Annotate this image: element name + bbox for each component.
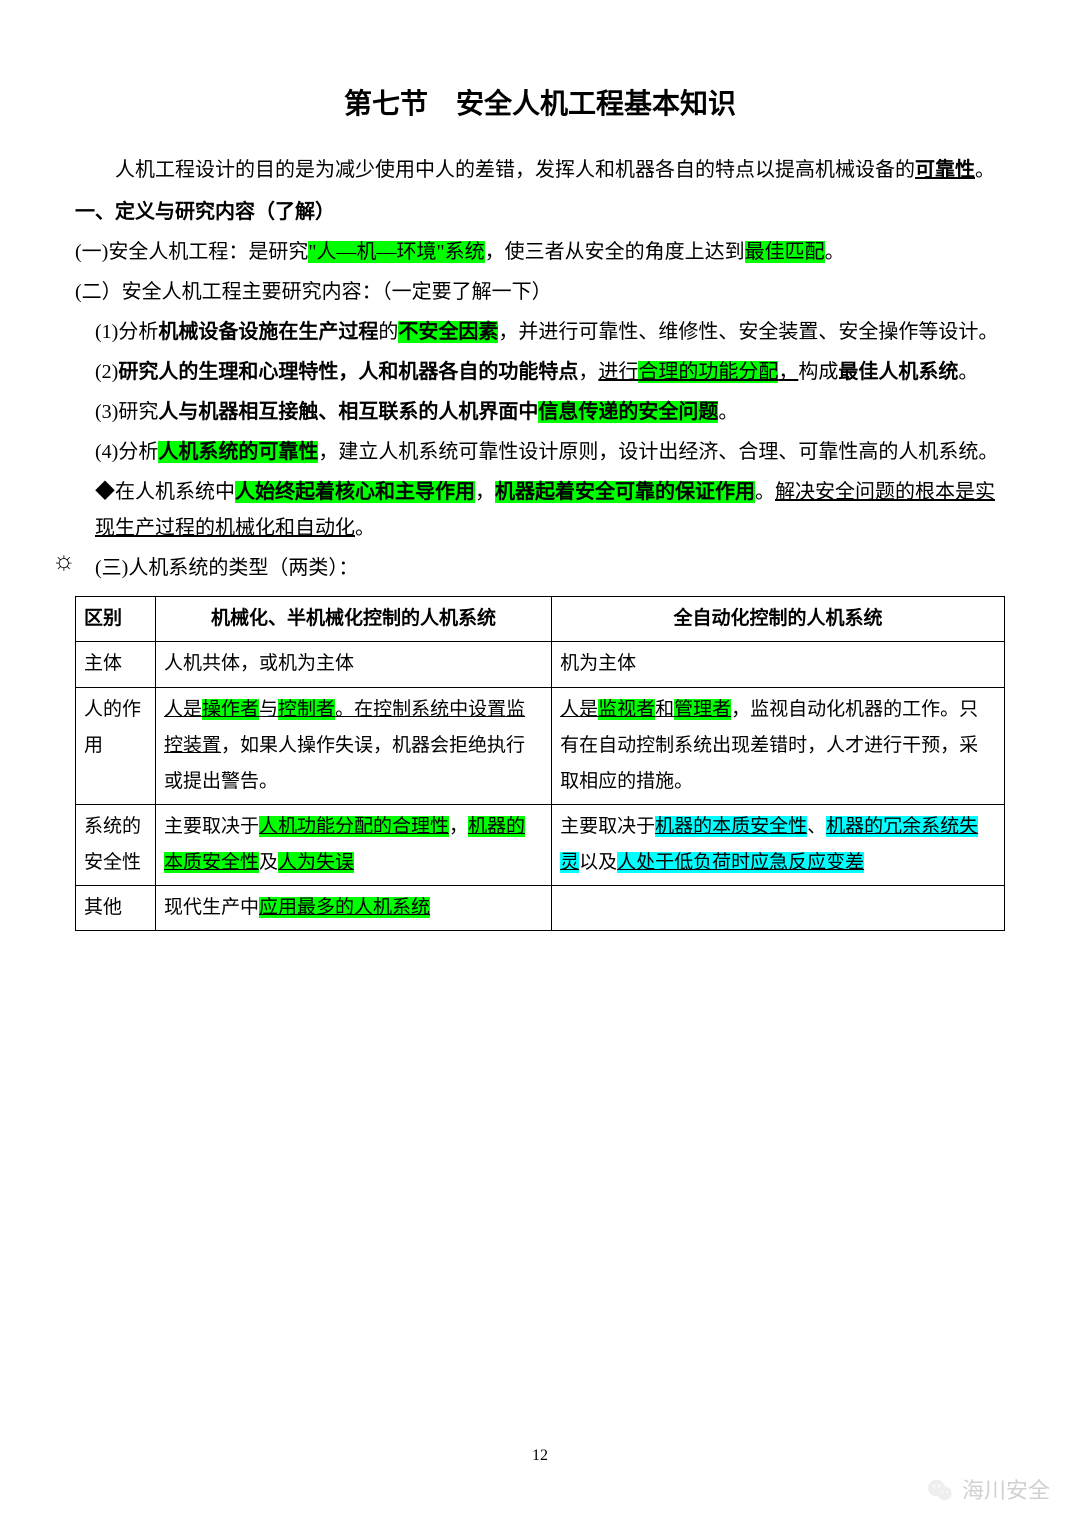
intro-paragraph: 人机工程设计的目的是为减少使用中人的差错，发挥人和机器各自的特点以提高机械设备的… bbox=[75, 152, 1005, 188]
star-icon: ☼ bbox=[52, 538, 76, 585]
text-highlight-green: 不安全因素 bbox=[398, 321, 498, 343]
para-5: (3)研究人与机器相互接触、相互联系的人机界面中信息传递的安全问题。 bbox=[75, 394, 1005, 430]
text: ，使三者从安全的角度上达到 bbox=[485, 241, 745, 263]
text-highlight-green: 控制者 bbox=[278, 699, 335, 720]
text-highlight-green: "人—机—环境"系统 bbox=[308, 241, 484, 263]
text: 。 bbox=[975, 159, 995, 181]
text: ◆在人机系统中 bbox=[95, 481, 235, 503]
text: 现代生产中 bbox=[164, 897, 259, 918]
text: ，并进行可靠性、维修性、安全装置、安全操作等设计。 bbox=[498, 321, 998, 343]
wechat-icon bbox=[926, 1476, 956, 1506]
table-header-row: 区别 机械化、半机械化控制的人机系统 全自动化控制的人机系统 bbox=[76, 597, 1005, 642]
text-highlight-green: 人机系统的可靠性 bbox=[158, 441, 318, 463]
text-highlight-cyan: 机器的本质安全性 bbox=[655, 816, 807, 837]
table-cell-rowheader: 系统的安全性 bbox=[76, 804, 156, 885]
watermark: 海川安全 bbox=[926, 1471, 1050, 1511]
text: ， bbox=[578, 361, 598, 383]
text-highlight-green: 人为失误 bbox=[278, 852, 354, 873]
para-8: (三)人机系统的类型（两类）： bbox=[75, 550, 1005, 586]
text: ，建立人机系统可靠性设计原则，设计出经济、合理、可靠性高的人机系统。 bbox=[318, 441, 998, 463]
text: (2) bbox=[95, 361, 118, 383]
para-6: (4)分析人机系统的可靠性，建立人机系统可靠性设计原则，设计出经济、合理、可靠性… bbox=[75, 434, 1005, 470]
text: 主要取决于 bbox=[560, 816, 655, 837]
table-header: 机械化、半机械化控制的人机系统 bbox=[156, 597, 552, 642]
text-highlight-green: 操作者 bbox=[202, 699, 259, 720]
page-number: 12 bbox=[0, 1442, 1080, 1471]
text-highlight-green: 监视者 bbox=[598, 699, 655, 720]
text-highlight-green: 机器起着安全可靠的保证作用 bbox=[495, 481, 755, 503]
text-underline: 与 bbox=[259, 699, 278, 720]
text: (4)分析 bbox=[95, 441, 158, 463]
text: 。 bbox=[718, 401, 738, 423]
table-cell-rowheader: 其他 bbox=[76, 886, 156, 931]
text: (1)分析 bbox=[95, 321, 158, 343]
text: 的 bbox=[378, 321, 398, 343]
table-row: 人的作用人是操作者与控制者。在控制系统中设置监控装置，如果人操作失误，机器会拒绝… bbox=[76, 687, 1005, 804]
text: 。 bbox=[958, 361, 978, 383]
para-4: (2)研究人的生理和心理特性，人和机器各自的功能特点，进行合理的功能分配，构成最… bbox=[75, 354, 1005, 390]
text-underline: 人是 bbox=[164, 699, 202, 720]
text-highlight-green: 人始终起着核心和主导作用 bbox=[235, 481, 475, 503]
text-bold: 最佳人机系统 bbox=[838, 361, 958, 383]
text-highlight-green: 应用最多的人机系统 bbox=[259, 897, 430, 918]
comparison-table: 区别 机械化、半机械化控制的人机系统 全自动化控制的人机系统 主体人机共体，或机… bbox=[75, 596, 1005, 931]
table-cell: 人是操作者与控制者。在控制系统中设置监控装置，如果人操作失误，机器会拒绝执行或提… bbox=[156, 687, 552, 804]
para-1: (一)安全人机工程：是研究"人—机—环境"系统，使三者从安全的角度上达到最佳匹配… bbox=[75, 234, 1005, 270]
text-highlight-green: 信息传递的安全问题 bbox=[538, 401, 718, 423]
text-highlight-green: 合理的功能分配 bbox=[638, 361, 778, 383]
text: 人机共体，或机为主体 bbox=[164, 653, 354, 674]
table-header: 区别 bbox=[76, 597, 156, 642]
text: ， bbox=[449, 816, 468, 837]
para-2: (二）安全人机工程主要研究内容：（一定要了解一下） bbox=[75, 274, 1005, 310]
table-cell: 机为主体 bbox=[552, 642, 1005, 687]
text: 。 bbox=[825, 241, 845, 263]
table-cell: 人机共体，或机为主体 bbox=[156, 642, 552, 687]
table-cell-rowheader: 人的作用 bbox=[76, 687, 156, 804]
text-highlight-green: 管理者 bbox=[674, 699, 731, 720]
text-underline: ， bbox=[778, 361, 798, 383]
text: ， bbox=[475, 481, 495, 503]
text: 主要取决于 bbox=[164, 816, 259, 837]
text: 机为主体 bbox=[560, 653, 636, 674]
text: 人机工程设计的目的是为减少使用中人的差错，发挥人和机器各自的特点以提高机械设备的 bbox=[115, 159, 915, 181]
bullet-point: ◆在人机系统中人始终起着核心和主导作用，机器起着安全可靠的保证作用。解决安全问题… bbox=[75, 474, 1005, 546]
text: (3)研究 bbox=[95, 401, 158, 423]
para-3: (1)分析机械设备设施在生产过程的不安全因素，并进行可靠性、维修性、安全装置、安… bbox=[75, 314, 1005, 350]
table-row: 其他现代生产中应用最多的人机系统 bbox=[76, 886, 1005, 931]
table-cell: 现代生产中应用最多的人机系统 bbox=[156, 886, 552, 931]
text: 以及 bbox=[579, 852, 617, 873]
table-cell: 主要取决于人机功能分配的合理性，机器的本质安全性及人为失误 bbox=[156, 804, 552, 885]
text-highlight-green: 最佳匹配 bbox=[745, 241, 825, 263]
text-underline: 进行 bbox=[598, 361, 638, 383]
table-row: 系统的安全性主要取决于人机功能分配的合理性，机器的本质安全性及人为失误主要取决于… bbox=[76, 804, 1005, 885]
text: (一)安全人机工程：是研究 bbox=[75, 241, 308, 263]
text: 、 bbox=[807, 816, 826, 837]
text: 。 bbox=[755, 481, 775, 503]
table-row: 主体人机共体，或机为主体 机为主体 bbox=[76, 642, 1005, 687]
text-underline: 人是 bbox=[560, 699, 598, 720]
document-page: 第七节 安全人机工程基本知识 人机工程设计的目的是为减少使用中人的差错，发挥人和… bbox=[0, 0, 1080, 931]
text-highlight-cyan: 人处于低负荷时应急反应变差 bbox=[617, 852, 864, 873]
text-underline-bold: 可靠性 bbox=[915, 159, 975, 181]
text-underline: 和 bbox=[655, 699, 674, 720]
table-cell: 人是监视者和管理者，监视自动化机器的工作。只有在自动控制系统出现差错时，人才进行… bbox=[552, 687, 1005, 804]
watermark-text: 海川安全 bbox=[962, 1471, 1050, 1511]
table-header: 全自动化控制的人机系统 bbox=[552, 597, 1005, 642]
heading-1: 一、定义与研究内容（了解） bbox=[75, 194, 1005, 230]
text-bold: 研究人的生理和心理特性，人和机器各自的功能特点 bbox=[118, 361, 578, 383]
text-bold: 人与机器相互接触、相互联系的人机界面中 bbox=[158, 401, 538, 423]
table-cell-rowheader: 主体 bbox=[76, 642, 156, 687]
text: 构成 bbox=[798, 361, 838, 383]
text: 及 bbox=[259, 852, 278, 873]
section-title: 第七节 安全人机工程基本知识 bbox=[75, 80, 1005, 130]
table-cell bbox=[552, 886, 1005, 931]
text: ， bbox=[731, 699, 750, 720]
text-highlight-green: 人机功能分配的合理性 bbox=[259, 816, 449, 837]
table-cell: 主要取决于机器的本质安全性、机器的冗余系统失灵以及人处于低负荷时应急反应变差 bbox=[552, 804, 1005, 885]
text-bold: 机械设备设施在生产过程 bbox=[158, 321, 378, 343]
text: 。 bbox=[355, 517, 375, 539]
